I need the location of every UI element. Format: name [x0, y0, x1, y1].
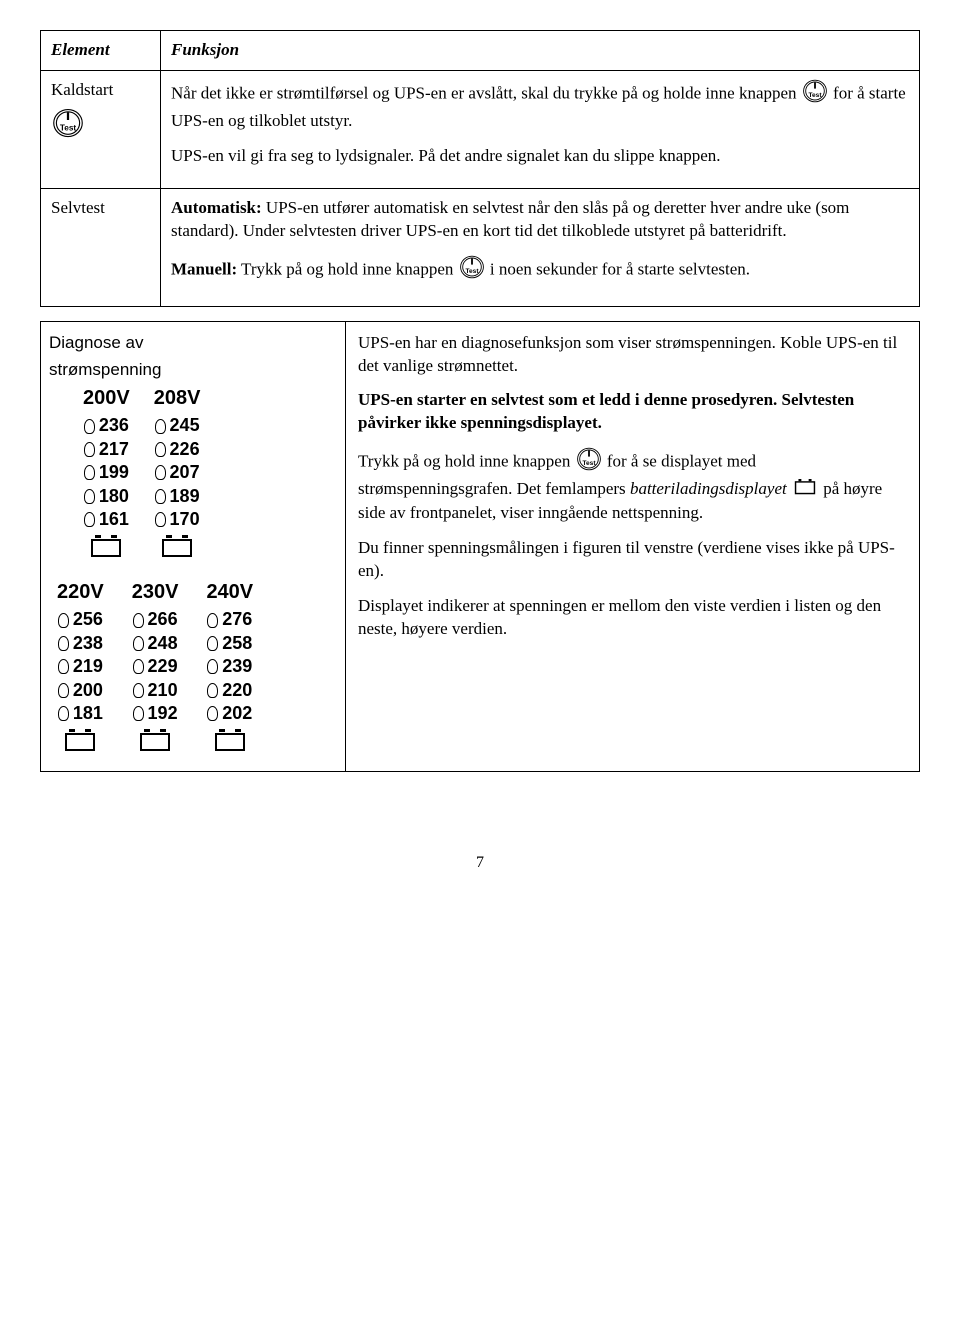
voltage-column: 230V266248229210192: [132, 579, 179, 751]
test-button-icon: [460, 255, 484, 286]
bulb-icon: [155, 442, 166, 457]
voltage-value: 170: [155, 508, 200, 531]
voltage-value: 207: [155, 461, 200, 484]
test-button-icon: [577, 447, 601, 478]
bulb-icon: [58, 636, 69, 651]
bulb-icon: [133, 683, 144, 698]
bulb-icon: [133, 613, 144, 628]
bulb-icon: [133, 636, 144, 651]
bulb-icon: [84, 442, 95, 457]
kaldstart-text-2: UPS-en vil gi fra seg to lydsignaler. På…: [171, 145, 909, 168]
bulb-icon: [84, 489, 95, 504]
voltage-column: 208V245226207189170: [154, 385, 201, 557]
diagnose-description: UPS-en har en diagnosefunksjon som viser…: [346, 322, 919, 772]
diagnose-box: Diagnose av strømspenning 200V2362171991…: [40, 321, 920, 773]
desc-p2: UPS-en starter en selvtest som et ledd i…: [358, 389, 907, 435]
voltage-header: 208V: [154, 385, 201, 412]
voltage-diagram: Diagnose av strømspenning 200V2362171991…: [41, 322, 346, 772]
voltage-value: 236: [84, 414, 129, 437]
voltage-value: 229: [133, 655, 178, 678]
voltage-column: 200V236217199180161: [83, 385, 130, 557]
test-button-icon: [803, 79, 827, 110]
voltage-value: 210: [133, 679, 178, 702]
voltage-value: 219: [58, 655, 103, 678]
voltage-value: 220: [207, 679, 252, 702]
bulb-icon: [207, 659, 218, 674]
voltage-header: 200V: [83, 385, 130, 412]
voltage-value: 200: [58, 679, 103, 702]
voltage-column: 240V276258239220202: [206, 579, 253, 751]
bulb-icon: [155, 489, 166, 504]
voltage-value: 199: [84, 461, 129, 484]
voltage-value: 266: [133, 608, 178, 631]
bulb-icon: [133, 706, 144, 721]
voltage-value: 217: [84, 438, 129, 461]
bulb-icon: [84, 419, 95, 434]
bulb-icon: [155, 512, 166, 527]
bulb-icon: [58, 613, 69, 628]
voltage-value: 181: [58, 702, 103, 725]
voltage-value: 238: [58, 632, 103, 655]
desc-p1: UPS-en har en diagnosefunksjon som viser…: [358, 332, 907, 378]
bulb-icon: [84, 465, 95, 480]
kaldstart-label: Kaldstart: [51, 79, 113, 102]
battery-icon: [91, 535, 121, 557]
bulb-icon: [207, 613, 218, 628]
diag-label-2: strømspenning: [49, 359, 337, 382]
header-funksjon: Funksjon: [161, 31, 920, 71]
voltage-value: 192: [133, 702, 178, 725]
voltage-column: 220V256238219200181: [57, 579, 104, 751]
page-number: 7: [40, 852, 920, 874]
voltage-value: 202: [207, 702, 252, 725]
battery-icon: [65, 729, 95, 751]
voltage-value: 258: [207, 632, 252, 655]
element-funksjon-table: Element Funksjon Kaldstart Når det ikke …: [40, 30, 920, 307]
bulb-icon: [207, 636, 218, 651]
bulb-icon: [155, 465, 166, 480]
voltage-header: 230V: [132, 579, 179, 606]
header-element: Element: [41, 31, 161, 71]
voltage-value: 189: [155, 485, 200, 508]
kaldstart-text: Når det ikke er strømtilførsel og UPS-en…: [171, 79, 909, 133]
voltage-value: 226: [155, 438, 200, 461]
battery-icon: [215, 729, 245, 751]
bulb-icon: [58, 659, 69, 674]
bulb-icon: [58, 683, 69, 698]
voltage-value: 161: [84, 508, 129, 531]
desc-p3: Trykk på og hold inne knappen for å se d…: [358, 447, 907, 524]
voltage-value: 239: [207, 655, 252, 678]
test-button-icon: [53, 108, 83, 145]
bulb-icon: [155, 419, 166, 434]
bulb-icon: [133, 659, 144, 674]
selvtest-manual: Manuell: Trykk på og hold inne knappen i…: [171, 255, 909, 286]
table-row: Selvtest Automatisk: UPS-en utfører auto…: [41, 188, 920, 306]
voltage-value: 276: [207, 608, 252, 631]
voltage-value: 180: [84, 485, 129, 508]
diag-label-1: Diagnose av: [49, 332, 337, 355]
bulb-icon: [207, 706, 218, 721]
voltage-header: 240V: [206, 579, 253, 606]
voltage-value: 248: [133, 632, 178, 655]
selvtest-auto: Automatisk: UPS-en utfører automatisk en…: [171, 197, 909, 243]
battery-icon: [140, 729, 170, 751]
bulb-icon: [84, 512, 95, 527]
battery-icon: [794, 479, 816, 502]
desc-p4: Du finner spenningsmålingen i figuren ti…: [358, 537, 907, 583]
voltage-value: 256: [58, 608, 103, 631]
selvtest-label: Selvtest: [41, 188, 161, 306]
desc-p5: Displayet indikerer at spenningen er mel…: [358, 595, 907, 641]
voltage-header: 220V: [57, 579, 104, 606]
battery-icon: [162, 535, 192, 557]
voltage-value: 245: [155, 414, 200, 437]
bulb-icon: [58, 706, 69, 721]
bulb-icon: [207, 683, 218, 698]
table-row: Kaldstart Når det ikke er strømtilførsel…: [41, 70, 920, 188]
